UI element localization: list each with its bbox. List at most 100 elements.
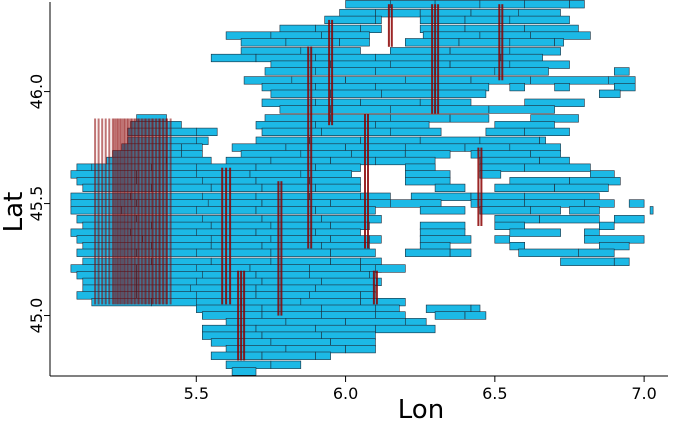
region-cell-33-6 (509, 242, 525, 251)
region-cell-17-1 (196, 127, 218, 137)
region-cell-28-7 (530, 206, 561, 215)
region-cell-27-8 (584, 199, 615, 208)
region-cell-0-5 (569, 0, 585, 9)
region-cell-44-1 (285, 318, 346, 327)
highlight-streak-0-16 (150, 118, 153, 305)
region-cell-18-5 (419, 136, 481, 145)
region-cell-50-1 (270, 360, 302, 369)
highlight-streak-4-0 (277, 181, 280, 316)
region-cell-11-4 (509, 83, 525, 92)
region-cell-23-6 (479, 170, 502, 179)
region-cell-43-4 (434, 311, 466, 320)
region-cell-5-6 (554, 38, 564, 47)
region-cell-25-2 (210, 183, 263, 193)
region-cell-11-5 (554, 83, 570, 92)
region-cell-28-3 (255, 206, 317, 215)
region-cell-34-4 (330, 248, 376, 257)
region-cell-25-7 (554, 183, 609, 193)
highlight-streak-1-9 (145, 118, 148, 305)
region-cell-28-9 (649, 206, 654, 215)
region-cell-14-1 (330, 105, 391, 114)
highlight-streak-2-2 (229, 167, 232, 305)
region-cell-5-5 (509, 38, 555, 47)
highlight-streak-1-1 (117, 118, 119, 305)
highlight-streak-0-2 (101, 118, 104, 305)
highlight-streak-10-2 (437, 4, 440, 114)
highlight-streak-1-2 (120, 118, 123, 305)
region-cell-5-2 (339, 38, 370, 47)
highlight-streak-1-5 (131, 118, 133, 305)
highlight-streak-12-0 (498, 4, 501, 81)
region-cell-11-6 (613, 83, 636, 92)
x-tick-label: 5.5 (184, 384, 209, 403)
highlight-streak-2-0 (221, 167, 224, 305)
highlight-streak-0-6 (115, 118, 118, 305)
region-cell-49-0 (210, 351, 263, 360)
region-cell-29-6 (539, 215, 600, 224)
region-cell-12-0 (270, 89, 331, 98)
x-tick-label: 7.0 (631, 384, 656, 403)
region-cell-17-4 (389, 127, 442, 137)
region-cell-27-9 (628, 199, 645, 208)
region-cell-28-4 (315, 206, 376, 215)
region-cell-18-7 (539, 136, 546, 145)
highlight-streak-0-7 (118, 118, 121, 305)
region-cell-48-2 (345, 344, 376, 354)
highlight-streak-0-13 (140, 118, 143, 305)
highlight-streak-7-0 (364, 114, 366, 249)
highlight-streak-1-13 (159, 118, 162, 305)
region-cell-38-3 (261, 277, 323, 287)
highlight-streak-1-7 (138, 118, 140, 305)
region-cell-9-1 (315, 67, 376, 76)
region-cell-18-6 (479, 136, 540, 145)
highlight-streak-0-0 (94, 118, 97, 305)
region-cell-45-3 (375, 324, 436, 334)
region-cell-3-2 (360, 24, 382, 34)
region-cell-34-7 (518, 248, 579, 257)
highlight-streak-2-1 (225, 167, 228, 305)
region-cell-31-6 (509, 228, 561, 237)
region-cell-0-2 (434, 0, 481, 9)
region-cell-12-2 (381, 89, 436, 98)
region-cell-32-5 (369, 235, 382, 244)
highlight-streak-1-16 (169, 118, 172, 305)
region-cell-27-2 (207, 199, 263, 208)
region-cell-18-3 (309, 136, 361, 145)
highlight-streak-0-18 (158, 118, 160, 305)
region-cell-14-3 (434, 105, 490, 114)
region-cell-12-3 (434, 89, 487, 98)
highlight-streak-12-1 (501, 4, 504, 81)
region-cell-38-4 (321, 277, 382, 287)
region-cell-44-2 (345, 318, 406, 327)
region-cell-23-5 (404, 170, 451, 179)
highlight-streak-1-14 (162, 118, 165, 305)
region-cell-51-0 (231, 367, 257, 376)
highlight-streak-3-1 (240, 270, 243, 361)
highlight-streak-8-1 (375, 270, 378, 305)
highlight-streak-1-12 (155, 118, 158, 305)
region-cell-9-5 (613, 67, 630, 76)
region-cell-35-7 (613, 257, 630, 266)
region-cell-5-0 (240, 38, 287, 47)
highlight-streak-0-10 (129, 118, 132, 305)
region-cell-9-2 (375, 67, 436, 76)
highlight-streak-1-10 (148, 118, 151, 305)
region-cell-34-6 (449, 248, 472, 257)
region-cell-9-3 (434, 67, 496, 76)
x-tick-label: 6.0 (333, 384, 358, 403)
highlight-streak-0-17 (154, 118, 157, 305)
region-cell-43-5 (464, 311, 487, 320)
region-cell-18-2 (255, 136, 311, 145)
y-axis-title: Lat (0, 192, 29, 233)
region-cell-32-7 (494, 235, 510, 244)
x-axis-title: Lon (398, 395, 444, 421)
region-cell-17-5 (485, 127, 525, 137)
region-cell-34-3 (270, 248, 331, 257)
highlight-streak-0-14 (143, 118, 146, 305)
region-cell-49-1 (261, 351, 317, 360)
highlight-streak-4-1 (280, 181, 283, 316)
highlight-streak-6-0 (328, 19, 331, 126)
region-cell-28-6 (479, 206, 531, 215)
region-cell-2-1 (375, 15, 382, 25)
region-cell-14-4 (488, 105, 555, 114)
